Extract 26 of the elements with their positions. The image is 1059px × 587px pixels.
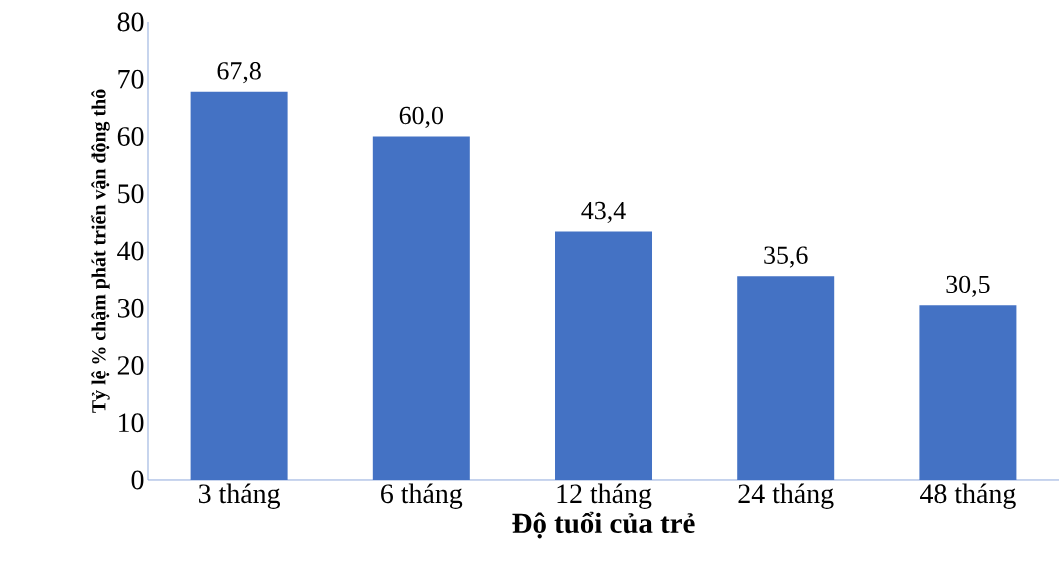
y-tick-label: 50: [118, 184, 144, 204]
x-axis-title: Độ tuổi của trẻ: [512, 511, 695, 539]
y-tick-label: 10: [119, 413, 144, 433]
data-label: 67,8: [217, 62, 261, 84]
y-tick-label: 30: [117, 298, 144, 318]
data-label: 60,0: [399, 106, 443, 128]
x-tick-label: 3 tháng: [198, 483, 281, 509]
bar: [190, 91, 288, 480]
bar: [737, 276, 835, 480]
x-tick-label: 48 tháng: [920, 483, 1016, 509]
bar: [372, 136, 470, 480]
x-tick-label: 12 tháng: [557, 483, 652, 509]
data-label: 35,6: [764, 246, 808, 268]
x-tick-label: 6 tháng: [381, 483, 463, 509]
y-axis-title: Tỷ lệ % chậm phát triển vận động thô: [90, 89, 110, 413]
data-label: 30,5: [946, 275, 990, 297]
x-tick-label: 24 tháng: [738, 483, 834, 509]
y-tick-label: 20: [117, 356, 144, 375]
y-tick-label: 80: [117, 12, 144, 32]
y-tick-label: 0: [131, 470, 144, 490]
y-tick-label: 70: [118, 69, 144, 89]
data-label: 43,4: [581, 201, 626, 223]
y-tick-label: 40: [117, 241, 144, 261]
bar: [919, 305, 1017, 480]
bar: [555, 231, 653, 480]
y-tick-label: 60: [117, 127, 144, 146]
